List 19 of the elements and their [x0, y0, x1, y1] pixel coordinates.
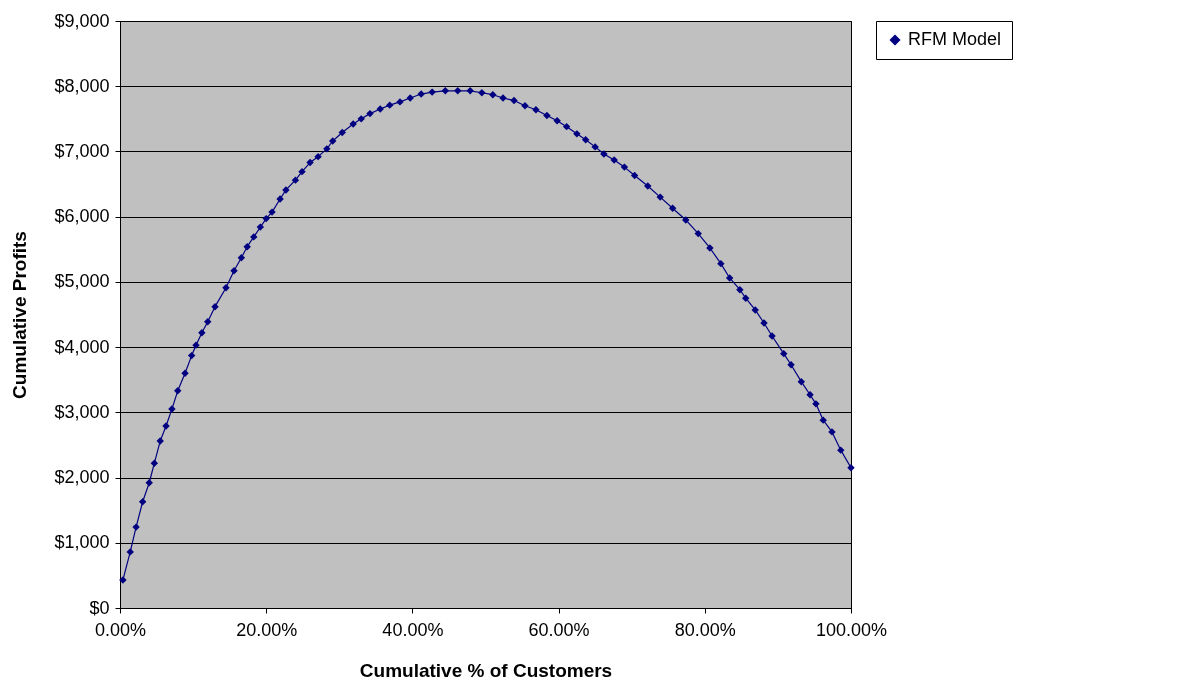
y-tick-label: $9,000 — [54, 10, 110, 31]
y-axis-title: Cumulative Profits — [9, 231, 31, 399]
y-tick-label: $6,000 — [54, 206, 110, 227]
x-tick-label: 80.00% — [674, 619, 736, 640]
x-tick-label: 40.00% — [382, 619, 444, 640]
y-tick-label: $0 — [89, 597, 110, 618]
y-tick-label: $7,000 — [54, 140, 110, 161]
y-tick-label: $4,000 — [54, 336, 110, 357]
x-tick-label: 20.00% — [236, 619, 298, 640]
y-tick-label: $2,000 — [54, 467, 110, 488]
y-tick-label: $8,000 — [54, 75, 110, 96]
x-tick-label: 0.00% — [94, 619, 147, 640]
y-tick-label: $3,000 — [54, 401, 110, 422]
legend-label: RFM Model — [908, 29, 1002, 49]
x-tick-label: 60.00% — [528, 619, 590, 640]
x-tick-label: 100.00% — [815, 619, 888, 640]
x-axis-title: Cumulative % of Customers — [359, 659, 613, 681]
y-tick-label: $5,000 — [54, 271, 110, 292]
y-tick-label: $1,000 — [54, 532, 110, 553]
